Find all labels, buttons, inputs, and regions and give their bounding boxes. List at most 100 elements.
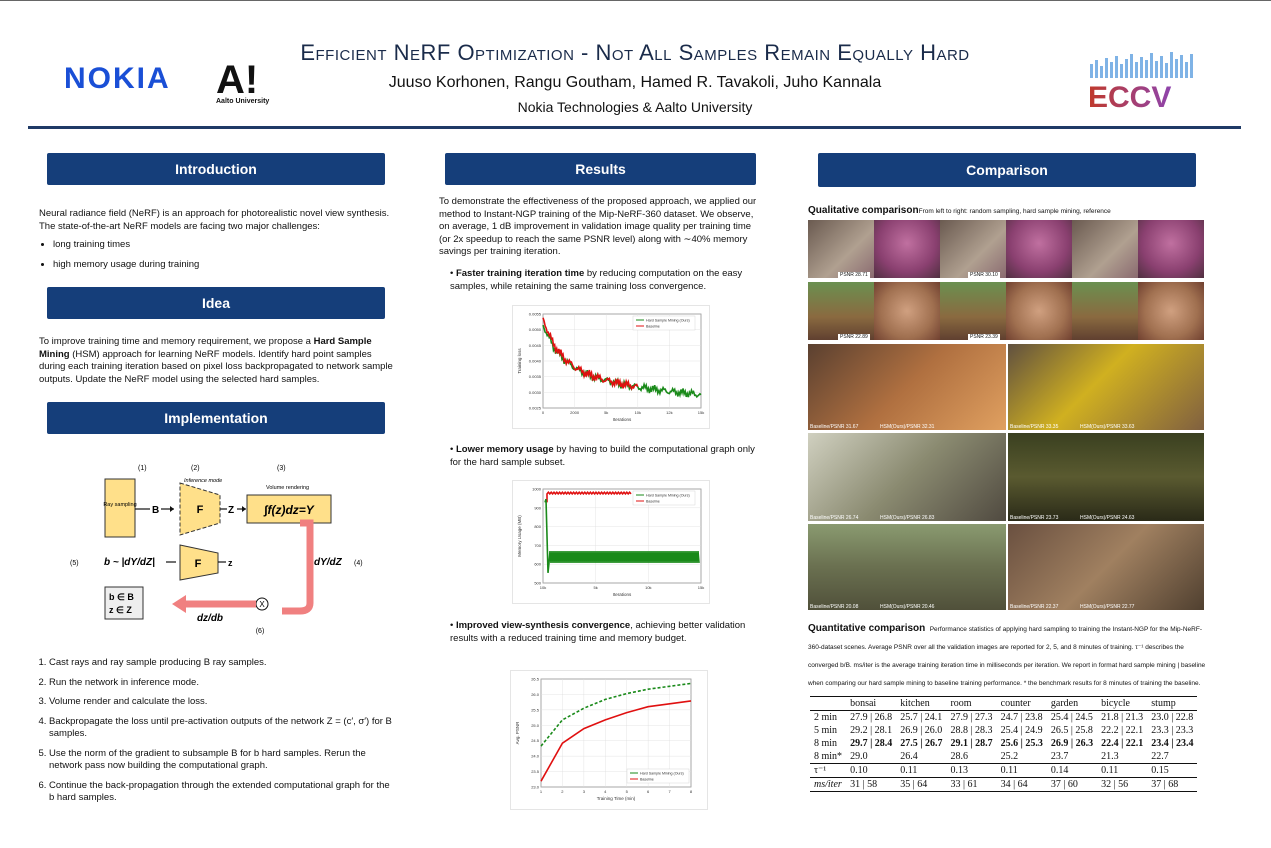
table-row: 2 min 27.9 | 26.8 25.7 | 24.1 27.9 | 27.3 24…: [810, 710, 1198, 724]
legend-box: [632, 315, 696, 331]
legend-box: [626, 768, 690, 784]
psnr-label: Baseline/PSNR 20.08: [810, 604, 859, 610]
implementation-step: Backpropagate the loss until pre-activat…: [49, 716, 393, 741]
implementation-step: Cast rays and ray sample producing B ray…: [49, 657, 393, 670]
qualitative-caption: From left to right: random sampling, har…: [918, 208, 1111, 215]
poster-affiliation: Nokia Technologies & Aalto University: [517, 99, 753, 115]
table-header: kitchen: [896, 696, 947, 711]
table-row: 8 min* 29.0 26.4 28.6 25.2 23.7 21.3 22.7: [814, 751, 1169, 762]
psnr-label: PSNR 22.89: [838, 334, 870, 340]
x-tick-label: 4: [604, 789, 607, 794]
inference-mode-label: Inference mode: [184, 478, 222, 484]
table-header: garden: [1046, 696, 1098, 711]
implementation-step: Continue the back-propagation through th…: [49, 780, 393, 805]
garden-comparison-image: Baseline/PSNR 23.73 HSM(Ours)/PSNR 24.63: [1008, 433, 1204, 521]
memory-series-line: [544, 498, 700, 573]
y-tick-label: 23.5: [531, 769, 540, 774]
psnr-label: Baseline/PSNR 22.37: [1010, 604, 1059, 610]
volume-rendering-label: Volume rendering: [266, 485, 309, 491]
psnr-label: Baseline/PSNR 26.74: [810, 515, 859, 521]
network-f-inference: [179, 482, 221, 536]
quantitative-title: Quantitative comparison: [808, 623, 926, 634]
network-f-graph: [179, 544, 219, 581]
legend-box: [632, 490, 696, 506]
y-tick-label: 25.5: [531, 707, 540, 712]
y-tick-label: 500: [534, 581, 541, 586]
loss-series-line: [542, 317, 639, 391]
table-row: τ⁻¹ 0.10 0.11 0.13 0.11 0.14 0.11 0.15: [810, 763, 1198, 778]
x-tick-label: 3: [583, 789, 586, 794]
results-heading: Results: [445, 153, 756, 185]
x-tick-label: 15k: [698, 410, 704, 415]
y-tick-label: 26.5: [531, 677, 540, 682]
results-body: To demonstrate the effectiveness of the …: [439, 196, 757, 257]
table-row: 8 min 29.7 | 28.4 27.5 | 26.7 29.1 | 28.7 25…: [814, 738, 1194, 749]
table-row: 5 min 29.2 | 28.1 26.9 | 26.0 28.8 | 28.3 25…: [814, 725, 1194, 736]
introduction-bullet: high memory usage during training: [53, 259, 393, 272]
x-tick-label: 5k: [594, 585, 598, 590]
introduction-heading: Introduction: [47, 153, 385, 185]
psnr-label: Baseline/PSNR 33.35: [1010, 424, 1059, 430]
y-tick-label: 0.0025: [529, 406, 542, 411]
x-tick-label: 15k: [698, 585, 704, 590]
b-set-label: b ∈ B: [109, 592, 134, 602]
legend-entry: Hard Sample Mining (Ours): [646, 319, 690, 323]
psnr-label: HSM(Ours)/PSNR 33.63: [1080, 424, 1135, 430]
idea-body: To improve training time and memory requ…: [39, 336, 393, 385]
kitchen-comparison-image: Baseline/PSNR 31.67 HSM(Ours)/PSNR 32.31: [808, 344, 1006, 430]
y-tick-label: 26.0: [531, 692, 540, 697]
f-label: F: [197, 504, 204, 516]
x-tick-label: 2000: [570, 410, 580, 415]
x-tick-label: 10k: [645, 585, 651, 590]
introduction-section: Neural radiance field (NeRF) is an appro…: [39, 208, 393, 278]
x-tick-label: 12k: [666, 410, 672, 415]
y-tick-label: 0.0045: [529, 343, 542, 348]
y-tick-label: 25.0: [531, 723, 540, 728]
implementation-heading: Implementation: [47, 402, 385, 434]
implementation-steps: Cast rays and ray sample producing B ray…: [33, 657, 393, 812]
x-tick-label: 10k: [635, 410, 641, 415]
quantitative-table: bonsai kitchen room counter garden bicyc…: [810, 696, 1198, 792]
legend-entry: Hard Sample Mining (Ours): [640, 772, 684, 776]
table-header: bonsai: [846, 696, 897, 711]
results-bullet-memory: • Lower memory usage by having to build …: [450, 444, 755, 468]
b-label: B: [152, 505, 159, 516]
memory-series-line: [546, 490, 632, 503]
y-tick-label: 0.0040: [529, 359, 542, 364]
table-header: room: [946, 696, 997, 711]
psnr-label: HSM(Ours)/PSNR 32.31: [880, 424, 935, 430]
psnr-series-line: [540, 700, 692, 782]
x-tick-label: 1: [540, 789, 543, 794]
set-membership-box: [104, 586, 144, 620]
x-tick-label: 10k: [540, 585, 546, 590]
step-number: (3): [277, 465, 286, 472]
y-tick-label: 900: [534, 505, 541, 510]
step-number: (2): [191, 465, 200, 472]
table-row: ms/iter 31 | 58 35 | 64 33 | 61 34 | 64 37 | …: [810, 777, 1198, 792]
psnr-label: PSNR 28.71: [838, 272, 870, 278]
y-tick-label: 0.0055: [529, 312, 542, 317]
poster-title: Efficient NeRF Optimization - Not All Sa…: [300, 40, 970, 65]
implementation-step: Use the norm of the gradient to subsampl…: [49, 748, 393, 773]
x-axis-label: Iterations: [613, 592, 632, 597]
memory-usage-chart: 500 600 700 800 900 1000 10k 5k 10k 15k Iterations…: [512, 480, 710, 604]
step-number: (1): [138, 465, 147, 472]
psnr-series-line: [540, 682, 692, 747]
qualitative-header: Qualitative comparisonFrom left to right…: [808, 200, 1228, 218]
results-bullet-speed: • Faster training iteration time by redu…: [450, 268, 743, 292]
multiply-label: X: [259, 600, 265, 609]
ray-sampling-box: [104, 478, 136, 538]
legend-entry: Baseline: [646, 325, 660, 329]
b-sampling-label: b ~ |dY/dZ|: [104, 557, 155, 568]
y-axis-label: Avg. PSNR: [515, 721, 520, 744]
y-tick-label: 24.5: [531, 738, 540, 743]
y-tick-label: 600: [534, 562, 541, 567]
results-bullet-convergence: • Improved view-synthesis convergence, a…: [450, 620, 746, 644]
psnr-training-time-chart: 23.0 23.5 24.0 24.5 25.0 25.5 26.0 26.5 1 2 3 4 5 6 7 8…: [510, 670, 708, 810]
eccv-logo: ECCV: [1088, 52, 1193, 110]
poster-authors: Juuso Korhonen, Rangu Goutham, Hamed R. …: [388, 74, 882, 91]
implementation-step: Volume render and calculate the loss.: [49, 696, 393, 709]
z-label: Z: [228, 505, 234, 516]
z-set-label: z ∈ Z: [109, 605, 132, 615]
nokia-logo: NOKIA: [64, 62, 171, 95]
